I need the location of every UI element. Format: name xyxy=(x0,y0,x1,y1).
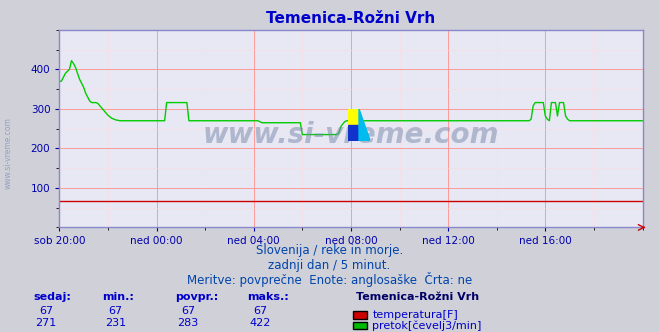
Text: 422: 422 xyxy=(250,318,271,328)
Text: maks.:: maks.: xyxy=(247,292,289,302)
Text: Slovenija / reke in morje.: Slovenija / reke in morje. xyxy=(256,244,403,257)
Text: 271: 271 xyxy=(36,318,57,328)
Text: 67: 67 xyxy=(181,306,195,316)
Text: temperatura[F]: temperatura[F] xyxy=(372,310,458,320)
Text: min.:: min.: xyxy=(102,292,134,302)
Text: Meritve: povprečne  Enote: anglosaške  Črta: ne: Meritve: povprečne Enote: anglosaške Črt… xyxy=(187,272,472,287)
Text: 231: 231 xyxy=(105,318,126,328)
Text: 67: 67 xyxy=(108,306,123,316)
Text: povpr.:: povpr.: xyxy=(175,292,218,302)
Text: www.si-vreme.com: www.si-vreme.com xyxy=(3,117,13,189)
Text: 67: 67 xyxy=(39,306,53,316)
Text: sedaj:: sedaj: xyxy=(33,292,71,302)
Text: 283: 283 xyxy=(177,318,198,328)
Text: 67: 67 xyxy=(253,306,268,316)
Text: www.si-vreme.com: www.si-vreme.com xyxy=(203,121,499,149)
Text: Temenica-Rožni Vrh: Temenica-Rožni Vrh xyxy=(356,292,479,302)
Text: zadnji dan / 5 minut.: zadnji dan / 5 minut. xyxy=(268,259,391,272)
Text: pretok[čevelj3/min]: pretok[čevelj3/min] xyxy=(372,320,482,331)
Title: Temenica-Rožni Vrh: Temenica-Rožni Vrh xyxy=(266,11,436,26)
